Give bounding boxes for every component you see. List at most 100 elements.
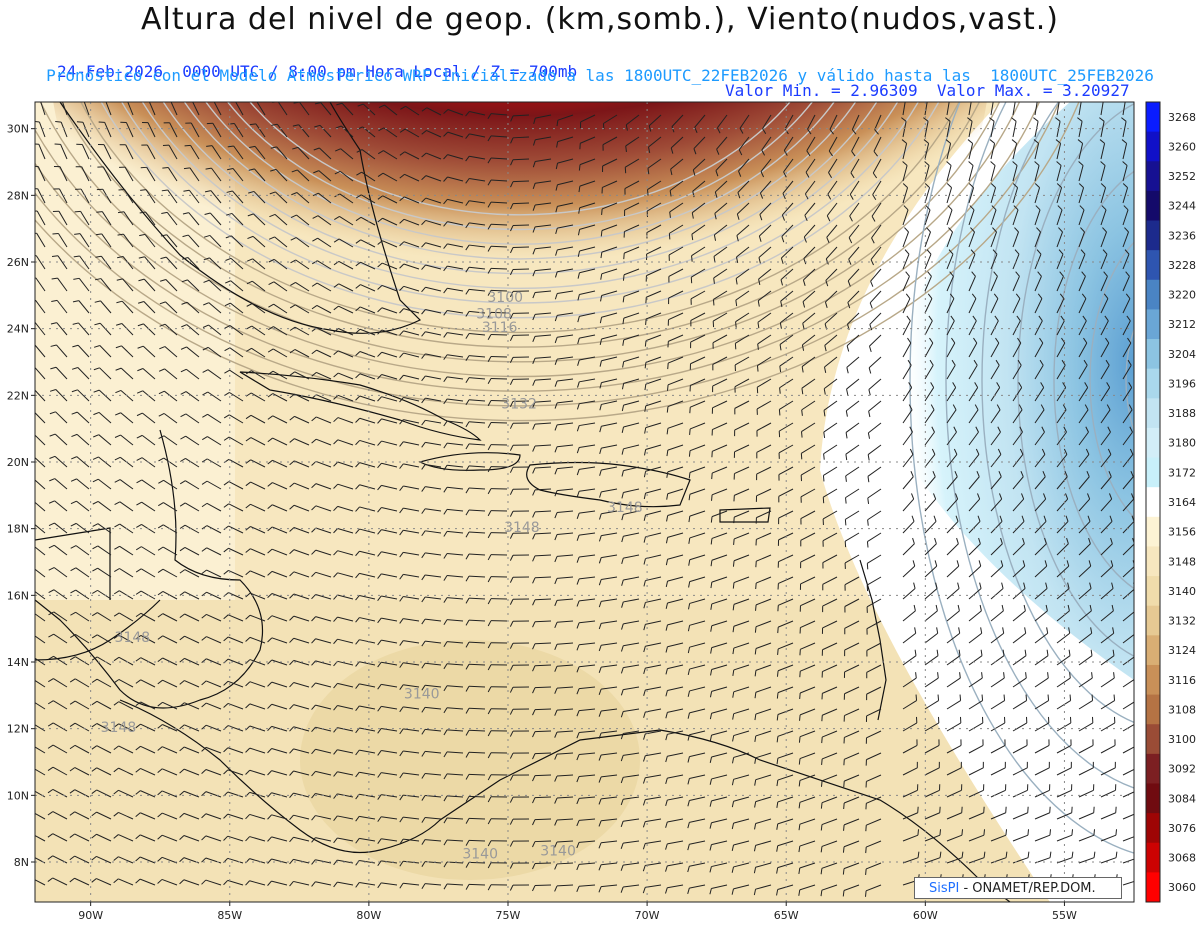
- wind-barb-feather: [70, 589, 76, 594]
- wind-barb: [381, 374, 398, 380]
- wind-barb: [403, 706, 420, 710]
- wind-barb-feather: [933, 493, 937, 500]
- wind-barb-feather: [246, 258, 253, 262]
- wind-barb: [97, 523, 112, 534]
- wind-barb-feather: [355, 661, 360, 667]
- wind-barb: [249, 592, 266, 600]
- wind-barb: [579, 576, 596, 580]
- wind-barb: [557, 598, 574, 601]
- wind-barb: [601, 862, 618, 866]
- wind-barb: [623, 422, 640, 428]
- wind-barb: [447, 464, 464, 468]
- wind-barb-feather: [202, 413, 208, 418]
- wind-barb: [780, 312, 794, 324]
- wind-barb: [534, 466, 552, 469]
- wind-barb-feather: [443, 883, 448, 890]
- wind-barb: [468, 553, 486, 556]
- wind-barb: [315, 660, 332, 666]
- wind-barb: [271, 615, 288, 622]
- wind-barb: [249, 880, 266, 886]
- wind-barb: [468, 861, 486, 864]
- wind-barb: [667, 554, 684, 560]
- wind-barb-feather: [757, 343, 759, 350]
- wind-barb-feather: [577, 338, 580, 345]
- wind-barb-feather: [871, 237, 875, 244]
- contour-line: [35, 102, 1080, 422]
- wind-barb: [425, 530, 442, 534]
- wind-barb: [556, 862, 574, 865]
- plot-area: 3100310831163132314831483148314031483140…: [35, 96, 1134, 902]
- wind-barb-feather: [866, 541, 869, 548]
- wind-barb: [902, 700, 917, 710]
- wind-barb: [799, 752, 816, 760]
- wind-barb: [294, 415, 310, 424]
- wind-barb-feather: [289, 393, 295, 399]
- wind-barb: [902, 744, 918, 754]
- wind-barb-feather: [665, 690, 668, 697]
- wind-barb: [735, 290, 750, 301]
- wind-barb-feather: [598, 798, 602, 805]
- wind-barb-feather: [268, 326, 274, 331]
- wind-barb-feather: [994, 315, 999, 322]
- wind-barb: [249, 747, 266, 754]
- wind-barb-feather: [115, 345, 122, 349]
- wind-barb-feather: [1021, 493, 1025, 500]
- wind-barb: [902, 387, 913, 402]
- wind-barb-feather: [92, 501, 99, 505]
- wind-barb: [53, 567, 68, 578]
- wind-barb-feather: [157, 724, 163, 729]
- wind-barb-feather: [201, 525, 208, 530]
- wind-barb: [968, 476, 980, 490]
- wind-barb-feather: [313, 147, 320, 151]
- wind-barb-feather: [311, 282, 318, 287]
- wind-barb-feather: [335, 148, 341, 152]
- wind-barb-feather: [92, 523, 99, 527]
- wind-barb-feather: [465, 133, 470, 139]
- wind-barb-feather: [532, 775, 536, 782]
- wind-barb-feather: [377, 551, 382, 557]
- wind-barb: [689, 774, 706, 780]
- wind-barb: [733, 884, 750, 890]
- wind-barb-feather: [643, 558, 646, 565]
- wind-barb: [968, 431, 979, 446]
- wind-barb: [293, 682, 310, 688]
- wind-barb-feather: [807, 128, 812, 135]
- colorbar-label: 3132: [1168, 615, 1196, 628]
- wind-barb-feather: [355, 462, 360, 468]
- wind-barb: [845, 422, 860, 433]
- wind-barb-feather: [1003, 672, 1005, 679]
- contour-line: [35, 102, 1040, 392]
- wind-barb-feather: [870, 259, 874, 266]
- wind-barb: [315, 704, 332, 710]
- wind-barb-feather: [598, 688, 602, 695]
- wind-barb-feather: [804, 193, 809, 200]
- wind-barb-feather: [1082, 315, 1087, 322]
- wind-barb: [271, 880, 288, 886]
- wind-barb-feather: [759, 214, 763, 221]
- wind-barb-feather: [1089, 604, 1092, 611]
- wind-barb: [447, 376, 464, 380]
- wind-barb-feather: [820, 802, 823, 809]
- wind-barb-feather: [355, 328, 361, 334]
- wind-barb: [360, 261, 376, 270]
- wind-barb-feather: [578, 207, 581, 214]
- wind-barb: [689, 730, 706, 736]
- wind-barb: [924, 365, 934, 380]
- wind-barb-feather: [669, 190, 672, 197]
- wind-barb: [1078, 409, 1089, 424]
- wind-barb-feather: [821, 758, 823, 765]
- wind-barb-feather: [989, 96, 994, 100]
- wind-barb: [206, 658, 222, 666]
- wind-barb: [902, 454, 914, 468]
- wind-barb: [733, 620, 750, 627]
- wind-barb-feather: [968, 161, 974, 166]
- wind-barb-feather: [443, 376, 448, 383]
- wind-barb-feather: [333, 238, 340, 243]
- contour-line: [227, 102, 813, 231]
- wind-barb: [468, 685, 486, 688]
- wind-barb: [447, 243, 464, 248]
- wind-barb-feather: [487, 752, 492, 759]
- wind-barb: [35, 255, 46, 270]
- colorbar-swatch: [1146, 605, 1160, 636]
- wind-barb-feather: [355, 683, 360, 689]
